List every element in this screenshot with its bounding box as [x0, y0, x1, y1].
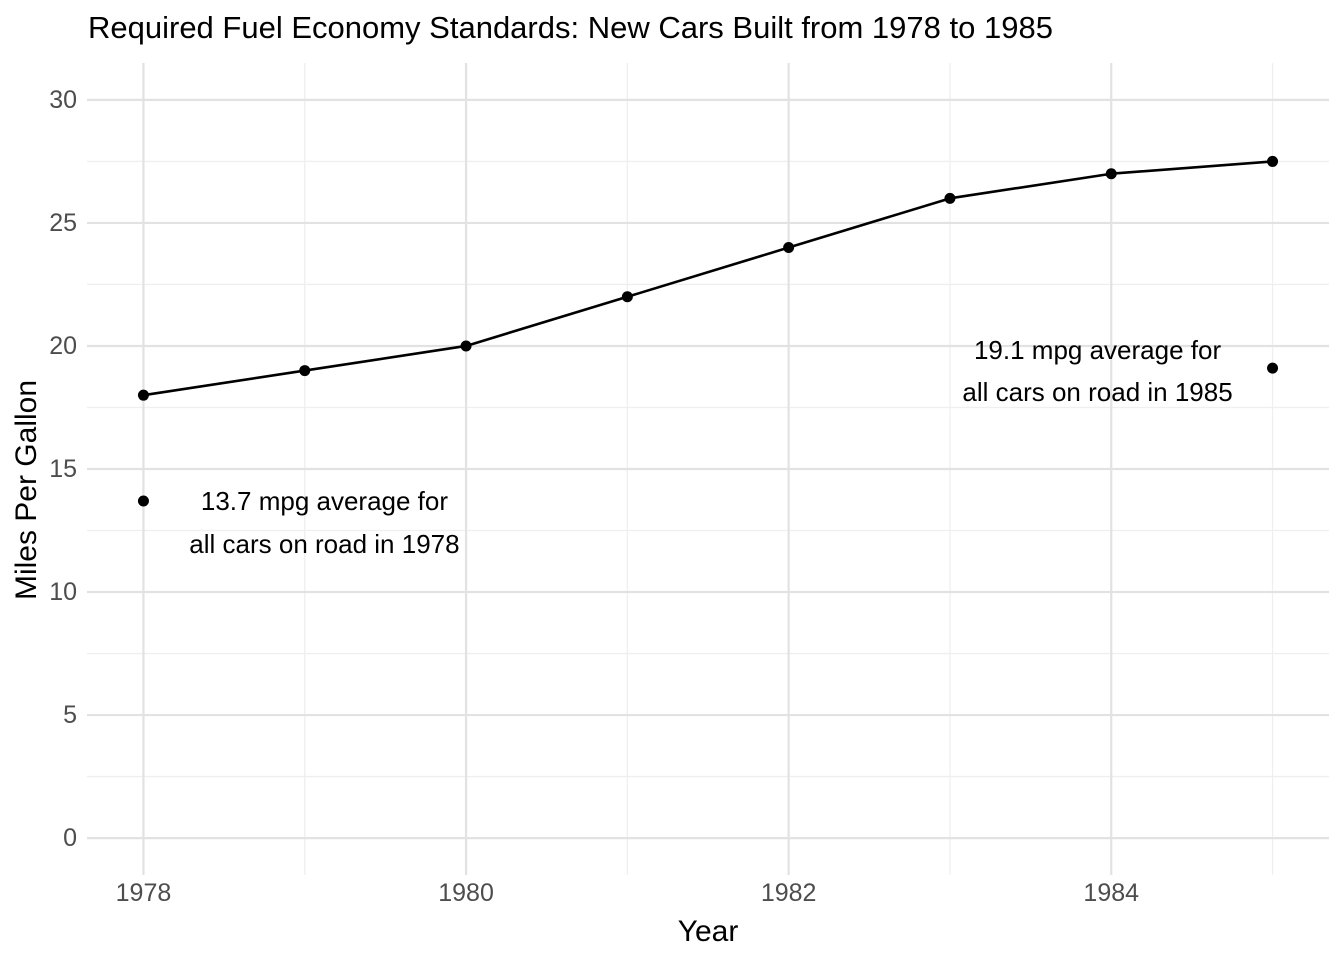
data-point-1980: [460, 340, 472, 352]
y-tick-label: 20: [49, 332, 77, 360]
data-point-1983: [944, 192, 956, 204]
x-tick-label: 1982: [761, 879, 817, 907]
annotation-point-1985: [1267, 362, 1279, 374]
y-tick-label: 5: [63, 701, 77, 729]
annotation-text: 13.7 mpg average for: [201, 486, 448, 516]
standards-line: [142, 160, 1274, 397]
x-tick-label: 1978: [116, 879, 172, 907]
y-tick-label: 25: [49, 209, 77, 237]
data-point-1978: [137, 389, 149, 401]
chart-title: Required Fuel Economy Standards: New Car…: [88, 10, 1053, 45]
y-tick-label: 0: [63, 824, 77, 852]
x-axis-title: Year: [677, 915, 739, 948]
y-tick-label: 10: [49, 578, 77, 606]
data-point-1981: [621, 291, 633, 303]
x-tick-label: 1984: [1083, 879, 1139, 907]
data-point-1982: [783, 242, 795, 254]
y-tick-label: 15: [49, 455, 77, 483]
data-point-1985: [1267, 155, 1279, 167]
data-point-1979: [299, 365, 311, 377]
annotation-point-1978: [137, 495, 149, 507]
data-point-1984: [1105, 168, 1117, 180]
annotation-text: all cars on road in 1985: [962, 377, 1232, 407]
x-tick-label: 1980: [438, 879, 494, 907]
annotation-text: all cars on road in 1978: [189, 529, 459, 559]
y-tick-label: 30: [49, 86, 77, 114]
annotation-text: 19.1 mpg average for: [974, 335, 1221, 365]
